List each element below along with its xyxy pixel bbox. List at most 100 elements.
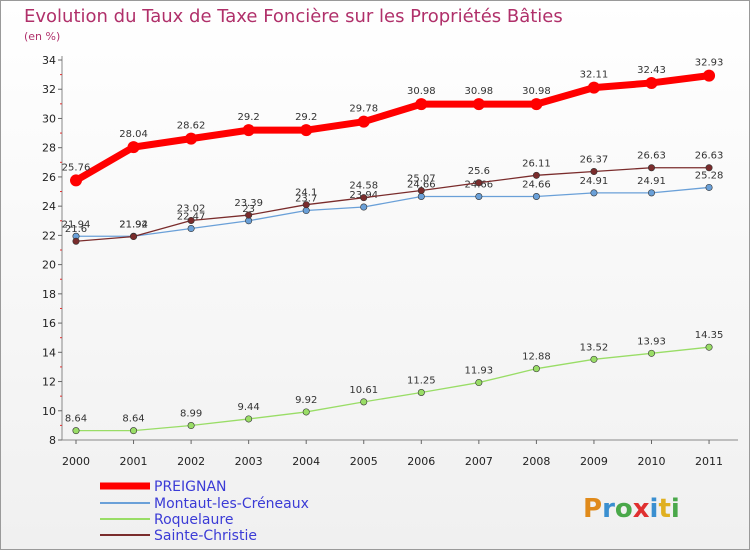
x-tick-label: 2002 <box>177 455 205 468</box>
data-label: 26.11 <box>522 158 551 169</box>
y-tick-label: 16 <box>42 317 56 330</box>
data-label: 8.64 <box>65 414 87 425</box>
data-point <box>590 168 598 176</box>
data-point <box>475 379 483 387</box>
data-point <box>70 174 82 187</box>
data-point <box>417 388 425 396</box>
data-point <box>532 193 540 201</box>
data-point <box>360 398 368 406</box>
data-label: 25.28 <box>695 170 724 181</box>
data-point <box>475 193 483 201</box>
data-label: 30.98 <box>522 86 551 97</box>
data-point <box>647 349 655 357</box>
data-label: 23.39 <box>234 198 263 209</box>
data-point <box>72 237 80 245</box>
data-point <box>705 183 713 191</box>
data-label: 29.2 <box>238 112 260 123</box>
series-line <box>75 186 710 237</box>
data-label: 32.11 <box>580 70 609 81</box>
data-label: 28.04 <box>119 129 148 140</box>
data-label: 23 <box>242 204 255 215</box>
legend-label: Montaut-les-Créneaux <box>154 496 309 512</box>
data-label: 24.91 <box>580 176 609 187</box>
data-point <box>647 189 655 197</box>
x-tick-label: 2010 <box>638 455 666 468</box>
data-point <box>530 98 543 111</box>
data-label: 24.58 <box>349 181 378 192</box>
data-point <box>130 233 138 241</box>
data-label: 26.63 <box>637 151 666 162</box>
data-label: 13.52 <box>580 342 609 353</box>
data-label: 12.88 <box>522 352 551 363</box>
legend: PREIGNANMontaut-les-CréneauxRoquelaureSa… <box>100 479 309 544</box>
data-label: 26.37 <box>580 155 609 166</box>
data-label: 8.99 <box>180 409 202 420</box>
legend-label: Roquelaure <box>154 512 233 528</box>
data-label: 24.66 <box>407 180 436 191</box>
data-point <box>532 171 540 179</box>
data-label: 21.94 <box>119 219 148 230</box>
data-label: 29.78 <box>349 104 378 115</box>
data-point <box>475 179 483 187</box>
y-tick-label: 10 <box>42 405 56 418</box>
data-label: 10.61 <box>349 385 378 396</box>
data-label: 28.62 <box>177 121 206 132</box>
data-label: 9.44 <box>238 402 260 413</box>
data-point <box>472 98 485 111</box>
chart-title: Evolution du Taux de Taxe Foncière sur l… <box>24 6 563 27</box>
legend-item: Roquelaure <box>100 512 233 528</box>
data-label: 32.43 <box>637 65 666 76</box>
data-point <box>590 189 598 197</box>
y-tick-label: 24 <box>42 200 56 213</box>
data-label: 14.35 <box>695 330 724 341</box>
data-label: 21.92 <box>119 220 148 231</box>
data-point <box>647 164 655 172</box>
svg-text:Proxiti: Proxiti <box>583 494 680 524</box>
data-point <box>245 415 253 423</box>
data-label: 23.02 <box>177 203 206 214</box>
y-tick-label: 34 <box>42 54 56 67</box>
data-point <box>130 427 138 435</box>
data-label: 11.93 <box>465 366 494 377</box>
data-label: 9.92 <box>295 395 317 406</box>
x-tick-label: 2001 <box>120 455 148 468</box>
y-tick-label: 30 <box>42 112 56 125</box>
data-point <box>187 216 195 224</box>
series-layer: 8.64 8.64 8.99 9.44 9.92 10.61 11.25 11.93 12.88… <box>62 58 724 435</box>
data-label: 21.6 <box>65 224 87 235</box>
data-point <box>302 408 310 416</box>
data-label: 24.66 <box>522 180 551 191</box>
data-point <box>417 193 425 201</box>
data-point <box>302 201 310 209</box>
data-point <box>302 207 310 215</box>
data-label: 25.07 <box>407 174 436 185</box>
series-preignan: 25.76 28.04 28.62 29.2 29.2 29.78 30.98 30.98 30… <box>62 58 724 187</box>
series-sainte-christie: 21.6 21.92 23.02 23.39 24.1 24.58 25.07 25.6 26.… <box>65 151 724 245</box>
legend-item: PREIGNAN <box>100 479 227 495</box>
x-tick-label: 2009 <box>580 455 608 468</box>
data-point <box>703 69 716 82</box>
y-tick-label: 32 <box>42 83 56 96</box>
x-tick-label: 2005 <box>350 455 378 468</box>
data-label: 23.7 <box>295 194 317 205</box>
y-tick-label: 22 <box>42 229 56 242</box>
proxiti-logo: Proxiti <box>583 494 680 524</box>
x-tick-label: 2000 <box>62 455 90 468</box>
data-point <box>300 124 313 137</box>
series-line <box>75 167 710 242</box>
data-label: 25.76 <box>62 162 91 173</box>
x-tick-label: 2008 <box>522 455 550 468</box>
data-label: 11.25 <box>407 376 436 387</box>
data-label: 21.94 <box>62 219 91 230</box>
data-point <box>532 365 540 373</box>
data-label: 26.63 <box>695 151 724 162</box>
legend-item: Montaut-les-Créneaux <box>100 496 309 512</box>
data-point <box>705 164 713 172</box>
data-point <box>590 355 598 363</box>
data-label: 32.93 <box>695 58 724 69</box>
data-label: 30.98 <box>407 86 436 97</box>
series-line <box>75 346 710 432</box>
data-point <box>415 98 428 111</box>
